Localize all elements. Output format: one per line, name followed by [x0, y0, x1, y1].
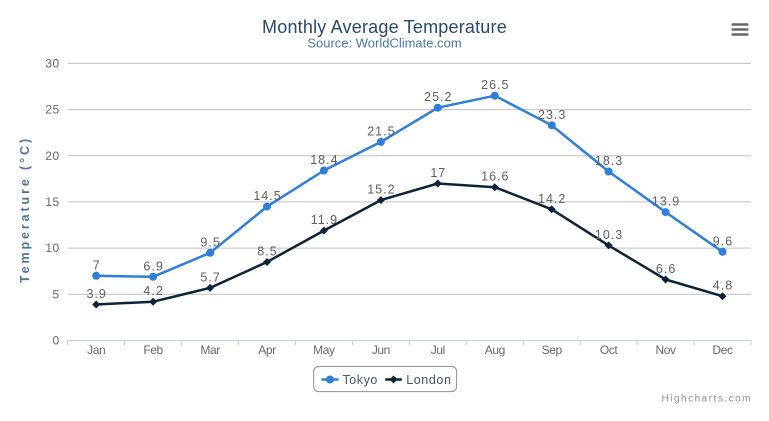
- svg-text:6.9: 6.9: [143, 259, 163, 273]
- svg-text:Aug: Aug: [485, 343, 505, 357]
- svg-text:Dec: Dec: [712, 343, 733, 357]
- svg-text:Jul: Jul: [431, 343, 445, 357]
- svg-text:23.3: 23.3: [538, 108, 566, 122]
- svg-text:16.6: 16.6: [481, 170, 509, 184]
- svg-text:9.5: 9.5: [200, 235, 220, 249]
- svg-text:Jan: Jan: [87, 343, 105, 357]
- svg-text:17: 17: [430, 166, 446, 180]
- svg-text:10: 10: [45, 241, 59, 255]
- svg-text:Apr: Apr: [258, 343, 276, 357]
- svg-text:Feb: Feb: [143, 343, 163, 357]
- svg-text:Jun: Jun: [372, 343, 390, 357]
- svg-text:18.3: 18.3: [595, 154, 623, 168]
- svg-text:11.9: 11.9: [311, 213, 338, 227]
- svg-text:Tokyo: Tokyo: [343, 373, 378, 387]
- svg-text:10.3: 10.3: [595, 228, 623, 242]
- svg-text:Oct: Oct: [600, 343, 619, 357]
- svg-text:25: 25: [45, 103, 59, 117]
- svg-text:14.2: 14.2: [538, 192, 566, 206]
- svg-text:4.8: 4.8: [713, 279, 733, 293]
- svg-text:25.2: 25.2: [424, 90, 452, 104]
- svg-text:20: 20: [45, 149, 59, 163]
- svg-text:15: 15: [45, 195, 59, 209]
- svg-text:6.6: 6.6: [656, 262, 676, 276]
- svg-text:Source: WorldClimate.com: Source: WorldClimate.com: [307, 36, 461, 51]
- svg-text:Sep: Sep: [542, 343, 563, 357]
- svg-text:8.5: 8.5: [257, 245, 277, 259]
- svg-text:Temperature (°C): Temperature (°C): [18, 136, 32, 283]
- svg-text:15.2: 15.2: [367, 183, 395, 197]
- svg-text:5.7: 5.7: [200, 270, 220, 284]
- svg-text:30: 30: [45, 56, 59, 70]
- svg-text:Highcharts.com: Highcharts.com: [662, 394, 752, 405]
- svg-text:Mar: Mar: [200, 343, 220, 357]
- svg-text:7: 7: [93, 258, 101, 272]
- svg-text:14.5: 14.5: [253, 189, 281, 203]
- svg-text:4.2: 4.2: [143, 284, 163, 298]
- svg-text:May: May: [313, 343, 335, 357]
- svg-text:3.9: 3.9: [87, 287, 107, 301]
- svg-text:Nov: Nov: [656, 343, 677, 357]
- svg-text:26.5: 26.5: [481, 78, 509, 92]
- svg-text:13.9: 13.9: [652, 195, 680, 209]
- svg-text:21.5: 21.5: [367, 124, 395, 138]
- svg-text:18.4: 18.4: [310, 153, 338, 167]
- svg-text:Monthly Average Temperature: Monthly Average Temperature: [262, 17, 507, 37]
- svg-text:0: 0: [53, 334, 60, 348]
- svg-text:London: London: [406, 373, 451, 387]
- svg-text:5: 5: [53, 287, 60, 301]
- svg-text:9.6: 9.6: [713, 234, 733, 248]
